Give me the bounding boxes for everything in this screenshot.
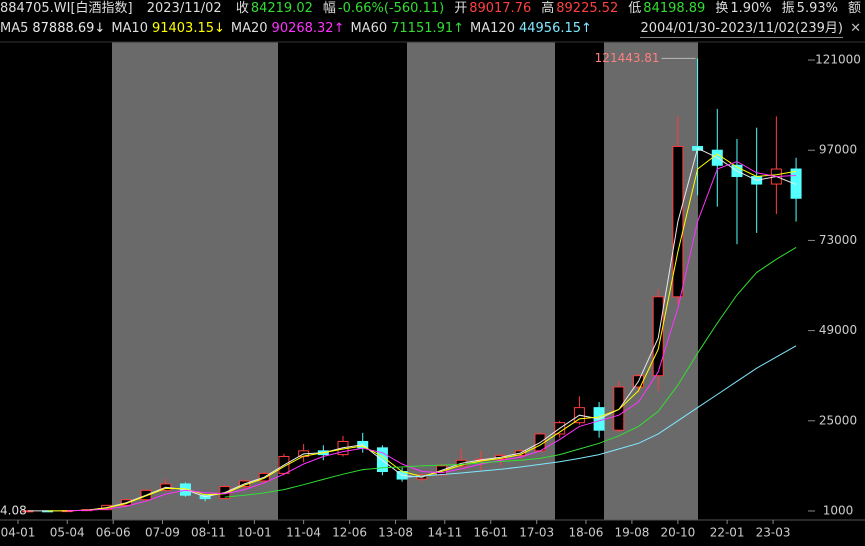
max-label: 121443.81 [595, 51, 660, 65]
legend-value: 71151.91↑ [391, 21, 465, 36]
field-label: 换 [715, 1, 729, 16]
candle-body [790, 168, 802, 199]
y-tick-label: 1000 [823, 503, 854, 517]
shade-band [407, 42, 555, 520]
x-tick-label: 12-06 [332, 526, 367, 540]
x-tick-label: 05-04 [50, 526, 85, 540]
x-tick-label: 10-01 [237, 526, 272, 540]
x-tick-label: 11-04 [286, 526, 321, 540]
code: 884705.WI[白酒指数] [0, 1, 133, 16]
x-tick-label: 04-01 [1, 526, 36, 540]
field-value: 84219.02 [250, 1, 313, 16]
field-label: 开 [454, 1, 468, 16]
x-tick-label: 19-08 [614, 526, 649, 540]
x-tick-label: 22-01 [710, 526, 745, 540]
ma-line [224, 246, 797, 498]
ma-line [402, 345, 797, 478]
y-tick-label: 73000 [819, 233, 857, 247]
range-label: 2004/01/30-2023/11/02(239月) [640, 21, 843, 38]
legend-value: 87888.69↓ [32, 21, 106, 36]
x-tick-label: 13-08 [378, 526, 413, 540]
legend-name: MA5 [0, 21, 29, 36]
x-tick-label: 16-01 [473, 526, 508, 540]
field-label: 高 [541, 1, 555, 16]
field-value: 1.90% [730, 1, 772, 16]
shade-band [112, 42, 278, 520]
legend-value: 90268.32↑ [271, 21, 345, 36]
x-tick-label: 23-03 [756, 526, 791, 540]
x-tick-label: 20-10 [660, 526, 695, 540]
x-tick-label: 17-03 [519, 526, 554, 540]
legend-name: MA10 [111, 21, 148, 36]
field-value: 84198.89 [643, 1, 706, 16]
field-value: -0.66%(-560.11) [337, 1, 445, 16]
ma-legend: MA5 87888.69↓ MA10 91403.15↓ MA20 90268.32↑ MA… [0, 19, 865, 39]
y-tick-label: 25000 [819, 413, 857, 427]
quote-header: 884705.WI[白酒指数] 2023/11/02 收 84219.02 幅 -0.… [0, 0, 865, 18]
date: 2023/11/02 [146, 1, 222, 16]
ma-line [67, 160, 797, 512]
candle-body [613, 386, 625, 431]
field-label: 收 [235, 1, 249, 16]
field-label: 振 [781, 1, 795, 16]
y-tick-label: 49000 [819, 323, 857, 337]
field-label: 额 [847, 1, 861, 16]
field-value: 89017.76 [469, 1, 532, 16]
x-tick-label: 18-06 [569, 526, 604, 540]
close-button[interactable]: ✕ [850, 21, 861, 36]
legend-name: MA120 [470, 21, 515, 36]
legend-name: MA20 [230, 21, 268, 36]
legend-name: MA60 [350, 21, 388, 36]
x-tick-label: 06-06 [96, 526, 131, 540]
x-tick-label: 07-09 [145, 526, 180, 540]
x-tick-label: 14-11 [427, 526, 462, 540]
field-value: 89225.52 [556, 1, 619, 16]
legend-value: 44956.15↑ [518, 21, 592, 36]
y-tick-label: 97000 [819, 143, 857, 157]
field-label: 幅 [322, 1, 336, 16]
field-label: 低 [628, 1, 642, 16]
legend-value: 91403.15↓ [151, 21, 225, 36]
min-label: 4.08 [0, 504, 27, 518]
x-tick-label: 08-11 [191, 526, 226, 540]
y-tick-label: 121000 [815, 53, 861, 67]
field-value: 5.93% [796, 1, 838, 16]
